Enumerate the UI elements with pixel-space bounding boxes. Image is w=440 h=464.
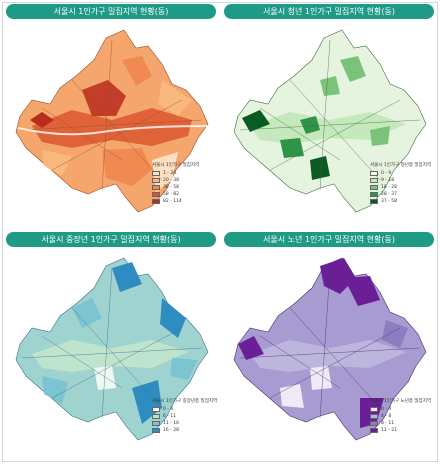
legend: 서울시 1인가구 노년층 밀집지역 0 - 4 4 - 8 8 - 11 11 …	[370, 398, 432, 434]
legend-item: 37 - 58	[370, 198, 432, 205]
legend: 서울시 1인가구 밀집지역 1 - 20 20 - 38 38 - 58 58 …	[152, 162, 214, 205]
seoul-map	[233, 29, 427, 213]
legend-item: 11 - 16	[152, 420, 214, 427]
panel-elderly: 서울시 노년 1인가구 밀집지역 현황(동) 서울시 1인가구 노년층 밀집지역…	[220, 230, 438, 460]
legend-item: 28 - 37	[370, 191, 432, 198]
legend-item: 18 - 28	[370, 184, 432, 191]
legend-item: 1 - 20	[152, 170, 214, 177]
legend-label: 4 - 8	[381, 414, 392, 419]
panel-title: 서울시 중장년 1인가구 밀집지역 현황(동)	[6, 232, 216, 247]
legend-swatch	[370, 421, 378, 426]
legend-swatch	[152, 407, 160, 412]
legend-item: 38 - 58	[152, 184, 214, 191]
legend-label: 82 - 114	[163, 199, 182, 204]
legend-item: 0 - 9	[370, 170, 432, 177]
legend-label: 16 - 28	[163, 428, 179, 433]
panel-youth: 서울시 청년 1인가구 밀집지역 현황(동) 서울시 1인가구 청년층 밀집지역…	[220, 2, 438, 232]
legend-label: 11 - 16	[163, 421, 179, 426]
legend-swatch	[152, 192, 160, 197]
legend-label: 0 - 9	[381, 171, 392, 176]
legend-item: 8 - 11	[370, 420, 432, 427]
panel-title: 서울시 1인가구 밀집지역 현황(동)	[6, 4, 216, 19]
legend-item: 0 - 6	[152, 406, 214, 413]
panel-middle-aged: 서울시 중장년 1인가구 밀집지역 현황(동) 서울시 1인가구 중장년층 밀집…	[2, 230, 220, 460]
legend-label: 11 - 21	[381, 428, 397, 433]
legend-swatch	[152, 171, 160, 176]
legend: 서울시 1인가구 중장년층 밀집지역 0 - 6 6 - 11 11 - 16 …	[152, 398, 218, 434]
legend-label: 1 - 20	[163, 171, 177, 176]
legend-item: 82 - 114	[152, 198, 214, 205]
legend-label: 28 - 37	[381, 192, 397, 197]
legend-label: 9 - 18	[381, 178, 395, 183]
legend-swatch	[370, 192, 378, 197]
legend-item: 0 - 4	[370, 406, 432, 413]
legend-swatch	[152, 185, 160, 190]
legend: 서울시 1인가구 청년층 밀집지역 0 - 9 9 - 18 18 - 28 2…	[370, 162, 432, 205]
legend-label: 18 - 28	[381, 185, 397, 190]
legend-title: 서울시 1인가구 밀집지역	[152, 163, 200, 168]
legend-swatch	[370, 171, 378, 176]
seoul-map	[15, 257, 209, 441]
legend-title: 서울시 1인가구 청년층 밀집지역	[370, 163, 431, 168]
legend-item: 9 - 18	[370, 177, 432, 184]
legend-swatch	[370, 428, 378, 433]
panel-title: 서울시 노년 1인가구 밀집지역 현황(동)	[224, 232, 434, 247]
legend-title: 서울시 1인가구 노년층 밀집지역	[370, 399, 431, 404]
panel-title: 서울시 청년 1인가구 밀집지역 현황(동)	[224, 4, 434, 19]
legend-label: 58 - 82	[163, 192, 179, 197]
legend-swatch	[370, 178, 378, 183]
legend-swatch	[370, 199, 378, 204]
panel-total: 서울시 1인가구 밀집지역 현황(동) 서울시 1인가구 밀집지역 1 - 20…	[2, 2, 220, 232]
legend-label: 0 - 6	[163, 407, 174, 412]
legend-swatch	[370, 185, 378, 190]
seoul-map	[233, 257, 427, 441]
legend-swatch	[152, 199, 160, 204]
legend-swatch	[152, 414, 160, 419]
legend-label: 0 - 4	[381, 407, 392, 412]
legend-label: 20 - 38	[163, 178, 179, 183]
legend-swatch	[370, 407, 378, 412]
legend-label: 37 - 58	[381, 199, 397, 204]
legend-title: 서울시 1인가구 중장년층 밀집지역	[152, 399, 218, 404]
legend-swatch	[370, 414, 378, 419]
legend-item: 16 - 28	[152, 427, 214, 434]
legend-swatch	[152, 428, 160, 433]
legend-item: 11 - 21	[370, 427, 432, 434]
legend-item: 4 - 8	[370, 413, 432, 420]
legend-swatch	[152, 178, 160, 183]
legend-item: 6 - 11	[152, 413, 214, 420]
legend-label: 6 - 11	[163, 414, 177, 419]
legend-swatch	[152, 421, 160, 426]
legend-item: 20 - 38	[152, 177, 214, 184]
legend-label: 38 - 58	[163, 185, 179, 190]
legend-label: 8 - 11	[381, 421, 395, 426]
legend-item: 58 - 82	[152, 191, 214, 198]
